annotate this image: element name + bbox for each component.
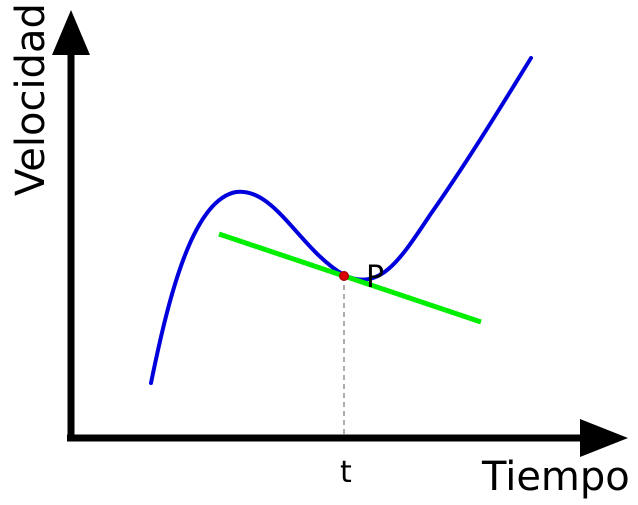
point-label: P xyxy=(366,260,384,295)
velocity-curve xyxy=(149,56,533,385)
y-axis-arrowhead xyxy=(52,10,90,55)
y-axis-label: Velocidad xyxy=(8,3,54,196)
tangent-line xyxy=(218,231,482,325)
tangent-point xyxy=(339,271,349,281)
tick-label-t: t xyxy=(340,455,352,490)
x-axis-arrowhead xyxy=(580,419,628,457)
x-axis-label: Tiempo xyxy=(481,454,630,500)
